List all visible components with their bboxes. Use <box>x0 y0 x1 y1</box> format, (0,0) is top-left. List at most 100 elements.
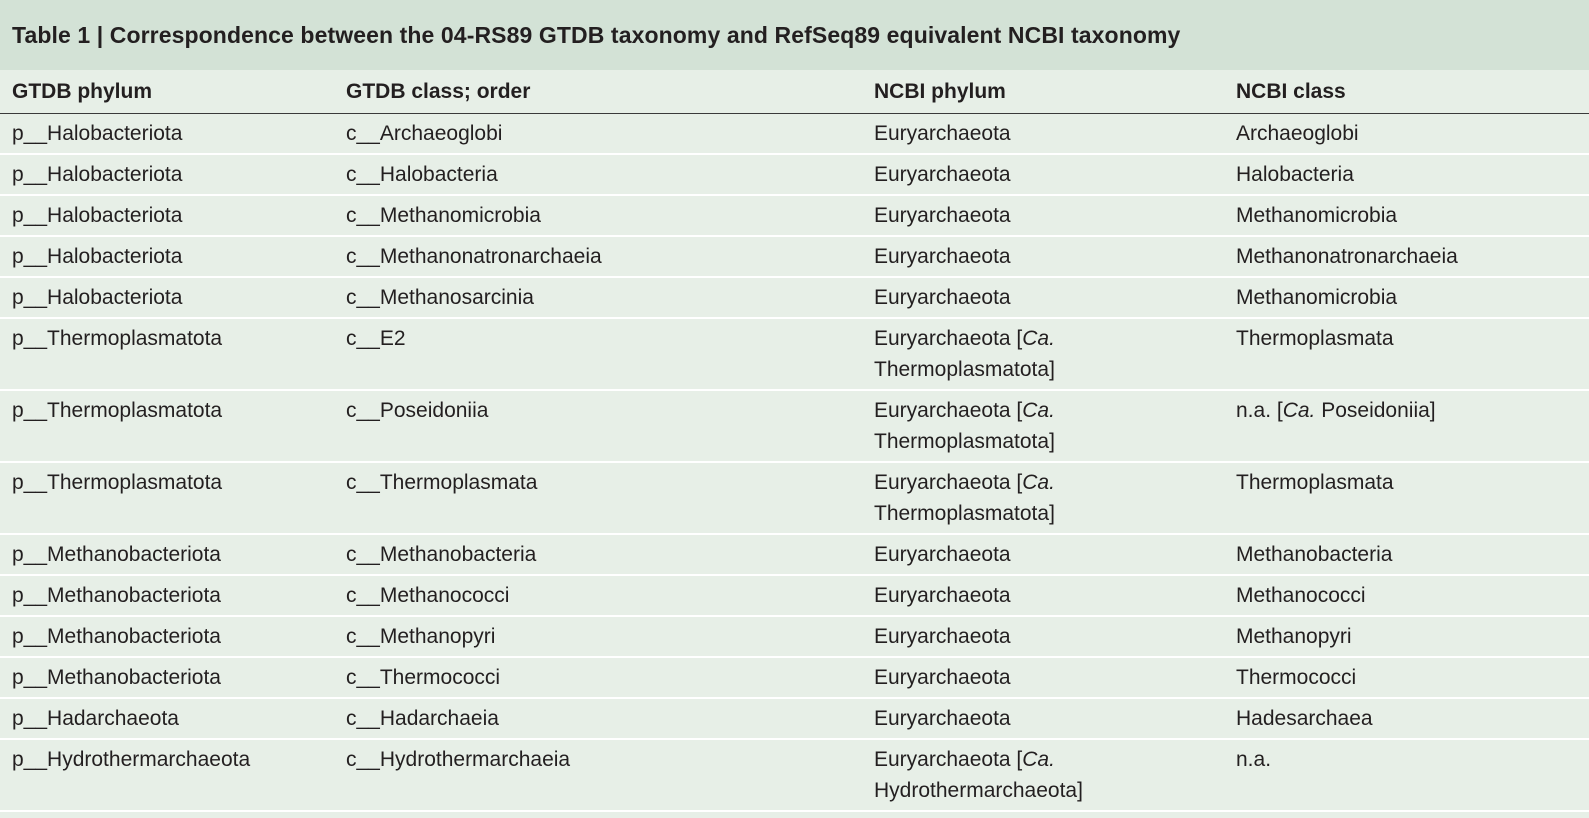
cell-ncbi-phylum-text-rest: Hydrothermarchaeota] <box>874 779 1083 802</box>
cell-gtdb-phylum: p__Methanobacteriota <box>12 625 221 648</box>
cell-ncbi-class-text: Methanomicrobia <box>1236 286 1398 309</box>
cell-ncbi-phylum-candidatus: Ca. <box>1022 327 1055 350</box>
cell-ncbi-phylum: Euryarchaeota [Ca. Hydrothermarchaeota] <box>874 740 1236 810</box>
cell-ncbi-phylum-text: Euryarchaeota <box>874 584 1011 607</box>
table-row: p__Methanobacteriota c__Methanopyri Euryar… <box>0 617 1589 658</box>
cell-gtdb-class-order: c__Poseidoniia <box>346 399 489 422</box>
cell-gtdb-class-order: c__Thermoplasmata <box>346 471 538 494</box>
cell-ncbi-phylum-text: Euryarchaeota <box>874 666 1011 689</box>
cell-ncbi-phylum-candidatus: Ca. <box>1022 471 1055 494</box>
cell-ncbi-phylum-text: Euryarchaeota <box>874 707 1011 730</box>
cell-ncbi-class: Thermoplasmata <box>1236 463 1589 533</box>
table-row: p__Hydrothermarchaeota c__Hydrothermarcha… <box>0 740 1589 812</box>
cell-ncbi-class-text: n.a. <box>1236 748 1272 771</box>
cell-ncbi-class-text: n.a. [ <box>1236 399 1283 422</box>
cell-ncbi-class-text: Methanomicrobia <box>1236 204 1398 227</box>
cell-ncbi-phylum: Euryarchaeota <box>874 196 1236 235</box>
table-row: p__Thermoplasmatota c__Poseidoniia Euryarc… <box>0 391 1589 463</box>
cell-ncbi-class-text-rest: Poseidoniia] <box>1315 399 1436 422</box>
cell-ncbi-class-text: Thermococci <box>1236 666 1357 689</box>
cell-ncbi-class: Thermoplasmata <box>1236 319 1589 389</box>
cell-gtdb-class-order: c__Methanococci <box>346 584 510 607</box>
table-row: p__Thermoplasmatota c__E2 Euryarchaeota [C… <box>0 319 1589 391</box>
cell-gtdb-phylum: p__Hadarchaeota <box>12 707 179 730</box>
cell-ncbi-phylum-candidatus: Ca. <box>1022 748 1055 771</box>
table-row: p__Methanobacteriota c__Thermococci Euryar… <box>0 658 1589 699</box>
cell-ncbi-class: n.a. <box>1236 740 1589 810</box>
table-title: Table 1 | Correspondence between the 04-… <box>12 21 1181 48</box>
cell-ncbi-class-text: Thermoplasmata <box>1236 471 1394 494</box>
cell-ncbi-class-text: Methanonatronarchaeia <box>1236 245 1458 268</box>
header-gtdb-class-order: GTDB class; order <box>346 80 531 103</box>
cell-ncbi-phylum-text: Euryarchaeota [ <box>874 471 1023 494</box>
cell-ncbi-phylum: Euryarchaeota <box>874 535 1236 574</box>
cell-ncbi-phylum: Euryarchaeota <box>874 658 1236 697</box>
cell-ncbi-class-text: Methanobacteria <box>1236 543 1393 566</box>
cell-ncbi-phylum: Euryarchaeota [Ca. Thermoplasmatota] <box>874 463 1236 533</box>
cell-ncbi-phylum-text: Euryarchaeota <box>874 204 1011 227</box>
cell-gtdb-phylum: p__Thermoplasmatota <box>12 327 223 350</box>
cell-ncbi-phylum-text: Euryarchaeota <box>874 625 1011 648</box>
cell-ncbi-phylum-text: Euryarchaeota <box>874 543 1011 566</box>
cell-ncbi-phylum-text: Euryarchaeota <box>874 245 1011 268</box>
cell-gtdb-phylum: p__Halobacteriota <box>12 163 183 186</box>
cell-gtdb-class-order: c__Hydrothermarchaeia <box>346 748 571 771</box>
cell-ncbi-phylum-text: Euryarchaeota <box>874 163 1011 186</box>
cell-ncbi-phylum-text-rest: Thermoplasmatota] <box>874 502 1055 525</box>
cell-ncbi-class: Methanococci <box>1236 576 1589 615</box>
cell-gtdb-class-order: c__Thermococci <box>346 666 501 689</box>
cell-gtdb-phylum: p__Thermoplasmatota <box>12 399 223 422</box>
cell-ncbi-class: Methanomicrobia <box>1236 278 1589 317</box>
cell-gtdb-phylum: p__Hydrothermarchaeota <box>12 748 251 771</box>
cell-ncbi-class: Methanobacteria <box>1236 535 1589 574</box>
cell-ncbi-class-text: Methanopyri <box>1236 625 1352 648</box>
cell-gtdb-phylum: p__Halobacteriota <box>12 286 183 309</box>
cell-gtdb-phylum: p__Halobacteriota <box>12 204 183 227</box>
table-title-bar: Table 1 | Correspondence between the 04-… <box>0 0 1589 70</box>
cell-gtdb-class-order: c__Methanosarcinia <box>346 286 534 309</box>
table-body: p__Halobacteriota c__Archaeoglobi Euryarch… <box>0 114 1589 812</box>
table-row: p__Halobacteriota c__Archaeoglobi Euryarch… <box>0 114 1589 155</box>
cell-ncbi-phylum: Euryarchaeota <box>874 699 1236 738</box>
cell-ncbi-class-text: Hadesarchaea <box>1236 707 1373 730</box>
cell-ncbi-phylum: Euryarchaeota <box>874 155 1236 194</box>
cell-ncbi-class: Methanomicrobia <box>1236 196 1589 235</box>
cell-gtdb-phylum: p__Thermoplasmatota <box>12 471 223 494</box>
header-ncbi-class: NCBI class <box>1236 80 1346 103</box>
cell-ncbi-phylum-text-rest: Thermoplasmatota] <box>874 358 1055 381</box>
cell-ncbi-class-text: Methanococci <box>1236 584 1366 607</box>
table-row: p__Thermoplasmatota c__Thermoplasmata Eury… <box>0 463 1589 535</box>
cell-ncbi-class-text: Thermoplasmata <box>1236 327 1394 350</box>
cell-ncbi-phylum-text-rest: Thermoplasmatota] <box>874 430 1055 453</box>
cell-ncbi-phylum-candidatus: Ca. <box>1022 399 1055 422</box>
cell-ncbi-phylum-text: Euryarchaeota [ <box>874 748 1023 771</box>
cell-ncbi-class-text: Archaeoglobi <box>1236 122 1359 145</box>
cell-ncbi-phylum: Euryarchaeota [Ca. Thermoplasmatota] <box>874 319 1236 389</box>
table-row: p__Halobacteriota c__Methanosarcinia Eurya… <box>0 278 1589 319</box>
table-row: p__Methanobacteriota c__Methanococci Eurya… <box>0 576 1589 617</box>
table-row: p__Halobacteriota c__Methanomicrobia Eurya… <box>0 196 1589 237</box>
table-row: p__Halobacteriota c__Methanonatronarchaei… <box>0 237 1589 278</box>
cell-gtdb-phylum: p__Methanobacteriota <box>12 543 221 566</box>
cell-gtdb-class-order: c__Methanomicrobia <box>346 204 541 227</box>
cell-gtdb-class-order: c__Hadarchaeia <box>346 707 499 730</box>
cell-gtdb-class-order: c__Methanobacteria <box>346 543 537 566</box>
cell-ncbi-class-text: Halobacteria <box>1236 163 1354 186</box>
cell-gtdb-phylum: p__Methanobacteriota <box>12 666 221 689</box>
cell-ncbi-class: n.a. [Ca. Poseidoniia] <box>1236 391 1589 461</box>
cell-ncbi-phylum-text: Euryarchaeota [ <box>874 399 1023 422</box>
cell-gtdb-class-order: c__Archaeoglobi <box>346 122 503 145</box>
cell-ncbi-phylum: Euryarchaeota [Ca. Thermoplasmatota] <box>874 391 1236 461</box>
cell-gtdb-phylum: p__Methanobacteriota <box>12 584 221 607</box>
cell-gtdb-class-order: c__Methanonatronarchaeia <box>346 245 602 268</box>
cell-ncbi-class: Archaeoglobi <box>1236 114 1589 153</box>
table-row: p__Hadarchaeota c__Hadarchaeia Euryarchaeo… <box>0 699 1589 740</box>
table-row: p__Methanobacteriota c__Methanobacteria Eu… <box>0 535 1589 576</box>
cell-ncbi-phylum: Euryarchaeota <box>874 114 1236 153</box>
cell-ncbi-class: Methanonatronarchaeia <box>1236 237 1589 276</box>
cell-ncbi-phylum-text: Euryarchaeota <box>874 286 1011 309</box>
cell-gtdb-class-order: c__E2 <box>346 327 406 350</box>
cell-gtdb-class-order: c__Halobacteria <box>346 163 498 186</box>
cell-ncbi-class: Halobacteria <box>1236 155 1589 194</box>
